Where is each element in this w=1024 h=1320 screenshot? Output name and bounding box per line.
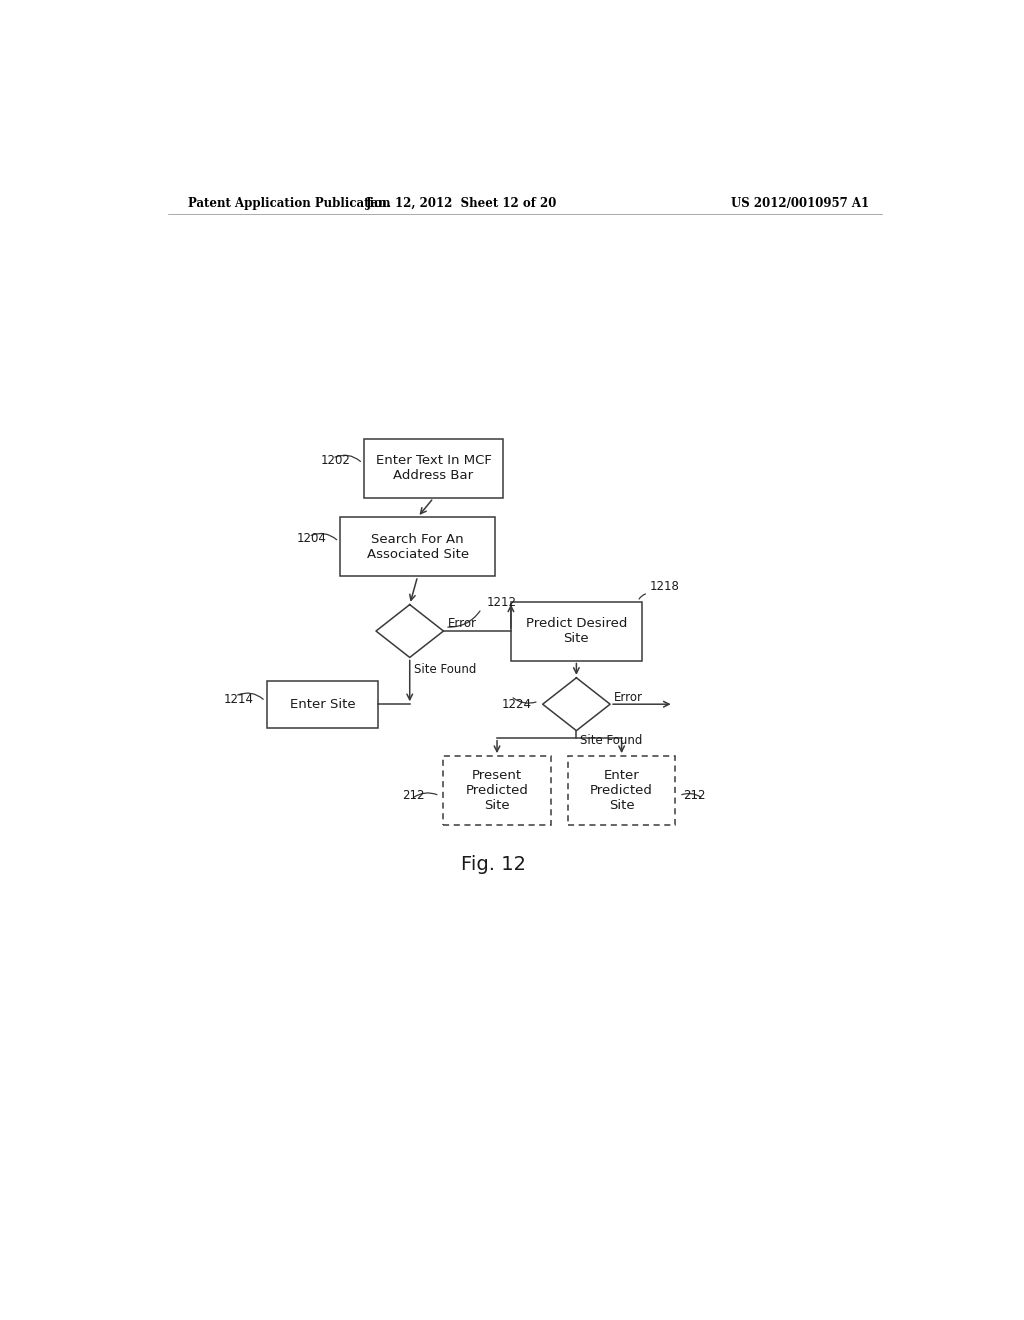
Text: 1204: 1204	[297, 532, 327, 545]
Text: Site Found: Site Found	[581, 734, 643, 747]
Bar	[568, 756, 675, 825]
Text: 1218: 1218	[650, 579, 680, 593]
Text: 212: 212	[402, 789, 425, 803]
Text: Enter Site: Enter Site	[290, 698, 355, 710]
Text: Error: Error	[614, 690, 643, 704]
Bar	[340, 517, 495, 576]
Text: US 2012/0010957 A1: US 2012/0010957 A1	[731, 197, 869, 210]
Polygon shape	[543, 677, 610, 731]
Bar	[267, 681, 378, 727]
Bar	[365, 440, 503, 498]
Text: 1224: 1224	[502, 698, 531, 710]
Text: Enter Text In MCF
Address Bar: Enter Text In MCF Address Bar	[376, 454, 492, 482]
Polygon shape	[376, 605, 443, 657]
Text: Enter
Predicted
Site: Enter Predicted Site	[590, 770, 653, 812]
Bar	[443, 756, 551, 825]
Text: Error: Error	[447, 618, 476, 631]
Text: Fig. 12: Fig. 12	[461, 855, 525, 874]
Text: 212: 212	[683, 789, 706, 803]
Text: Patent Application Publication: Patent Application Publication	[187, 197, 390, 210]
Text: 1202: 1202	[321, 454, 350, 467]
Text: 1214: 1214	[223, 693, 253, 706]
Text: Predict Desired
Site: Predict Desired Site	[525, 616, 627, 645]
Text: Search For An
Associated Site: Search For An Associated Site	[367, 533, 469, 561]
Text: Site Found: Site Found	[414, 663, 476, 676]
Text: Jan. 12, 2012  Sheet 12 of 20: Jan. 12, 2012 Sheet 12 of 20	[366, 197, 557, 210]
Text: 1212: 1212	[487, 597, 517, 609]
Bar	[511, 602, 642, 660]
Text: Present
Predicted
Site: Present Predicted Site	[466, 770, 528, 812]
